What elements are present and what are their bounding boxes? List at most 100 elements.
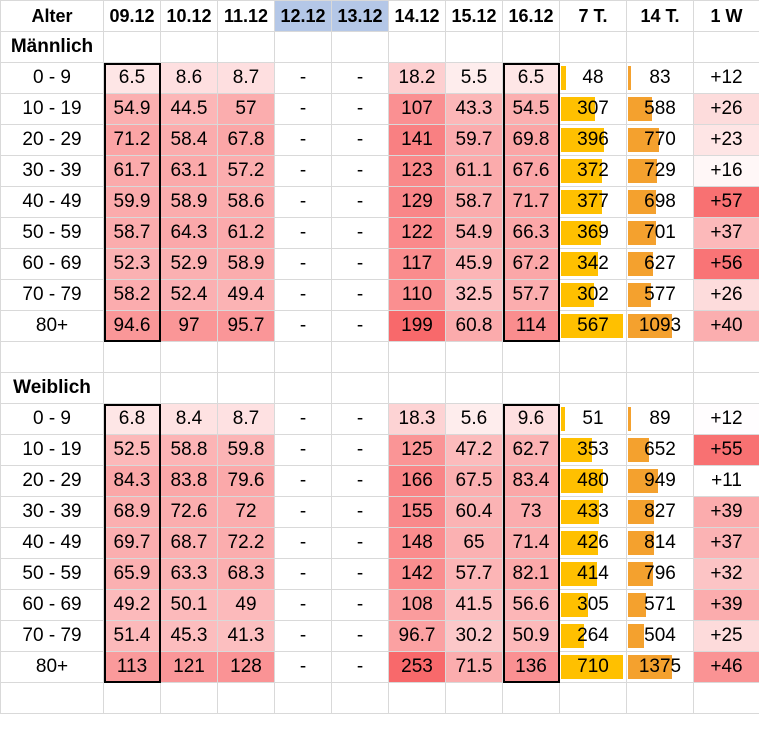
- value-cell[interactable]: 68.9: [103, 496, 161, 528]
- age-group-cell[interactable]: 50 - 59: [0, 558, 104, 590]
- value-cell[interactable]: 67.5: [445, 465, 503, 497]
- value-cell[interactable]: 571: [626, 589, 694, 621]
- value-cell[interactable]: 83.8: [160, 465, 218, 497]
- age-group-cell[interactable]: 50 - 59: [0, 217, 104, 249]
- value-cell[interactable]: 69.8: [502, 124, 560, 156]
- value-cell[interactable]: +25: [693, 620, 759, 652]
- value-cell[interactable]: 83: [626, 62, 694, 94]
- value-cell[interactable]: 51.4: [103, 620, 161, 652]
- value-cell[interactable]: 41.5: [445, 589, 503, 621]
- empty-cell[interactable]: [103, 682, 161, 714]
- empty-cell[interactable]: [693, 682, 759, 714]
- column-header[interactable]: 14 T.: [626, 0, 694, 32]
- value-cell[interactable]: 50.9: [502, 620, 560, 652]
- value-cell[interactable]: -: [274, 558, 332, 590]
- value-cell[interactable]: 426: [559, 527, 627, 559]
- empty-cell[interactable]: [160, 372, 218, 404]
- column-header[interactable]: 14.12: [388, 0, 446, 32]
- value-cell[interactable]: 95.7: [217, 310, 275, 342]
- value-cell[interactable]: 122: [388, 217, 446, 249]
- value-cell[interactable]: +37: [693, 527, 759, 559]
- value-cell[interactable]: 58.7: [103, 217, 161, 249]
- value-cell[interactable]: 414: [559, 558, 627, 590]
- value-cell[interactable]: +46: [693, 651, 759, 683]
- value-cell[interactable]: 128: [217, 651, 275, 683]
- age-group-cell[interactable]: 60 - 69: [0, 589, 104, 621]
- value-cell[interactable]: 155: [388, 496, 446, 528]
- value-cell[interactable]: 125: [388, 434, 446, 466]
- value-cell[interactable]: 67.6: [502, 155, 560, 187]
- value-cell[interactable]: -: [331, 310, 389, 342]
- empty-cell[interactable]: [559, 341, 627, 373]
- value-cell[interactable]: +39: [693, 496, 759, 528]
- value-cell[interactable]: 729: [626, 155, 694, 187]
- value-cell[interactable]: -: [274, 651, 332, 683]
- value-cell[interactable]: -: [274, 62, 332, 94]
- value-cell[interactable]: 57: [217, 93, 275, 125]
- value-cell[interactable]: +23: [693, 124, 759, 156]
- value-cell[interactable]: 30.2: [445, 620, 503, 652]
- value-cell[interactable]: 62.7: [502, 434, 560, 466]
- value-cell[interactable]: 67.2: [502, 248, 560, 280]
- value-cell[interactable]: 8.7: [217, 403, 275, 435]
- value-cell[interactable]: -: [274, 124, 332, 156]
- value-cell[interactable]: 65.9: [103, 558, 161, 590]
- value-cell[interactable]: 54.9: [103, 93, 161, 125]
- age-group-cell[interactable]: 70 - 79: [0, 620, 104, 652]
- column-header[interactable]: 1 W: [693, 0, 759, 32]
- empty-cell[interactable]: [388, 372, 446, 404]
- value-cell[interactable]: -: [274, 279, 332, 311]
- value-cell[interactable]: 45.3: [160, 620, 218, 652]
- value-cell[interactable]: 305: [559, 589, 627, 621]
- value-cell[interactable]: 264: [559, 620, 627, 652]
- value-cell[interactable]: 54.5: [502, 93, 560, 125]
- value-cell[interactable]: 52.4: [160, 279, 218, 311]
- value-cell[interactable]: 141: [388, 124, 446, 156]
- value-cell[interactable]: 58.9: [217, 248, 275, 280]
- value-cell[interactable]: 9.6: [502, 403, 560, 435]
- value-cell[interactable]: +26: [693, 93, 759, 125]
- value-cell[interactable]: -: [274, 496, 332, 528]
- value-cell[interactable]: 5.6: [445, 403, 503, 435]
- value-cell[interactable]: 121: [160, 651, 218, 683]
- value-cell[interactable]: 770: [626, 124, 694, 156]
- value-cell[interactable]: +12: [693, 403, 759, 435]
- value-cell[interactable]: 47.2: [445, 434, 503, 466]
- value-cell[interactable]: 433: [559, 496, 627, 528]
- value-cell[interactable]: 6.5: [502, 62, 560, 94]
- value-cell[interactable]: 60.8: [445, 310, 503, 342]
- empty-cell[interactable]: [388, 682, 446, 714]
- age-group-cell[interactable]: 30 - 39: [0, 496, 104, 528]
- value-cell[interactable]: 49.2: [103, 589, 161, 621]
- value-cell[interactable]: -: [331, 403, 389, 435]
- value-cell[interactable]: 97: [160, 310, 218, 342]
- value-cell[interactable]: -: [331, 186, 389, 218]
- value-cell[interactable]: -: [274, 186, 332, 218]
- value-cell[interactable]: 199: [388, 310, 446, 342]
- value-cell[interactable]: +11: [693, 465, 759, 497]
- value-cell[interactable]: 58.4: [160, 124, 218, 156]
- empty-cell[interactable]: [217, 372, 275, 404]
- value-cell[interactable]: -: [331, 589, 389, 621]
- value-cell[interactable]: 302: [559, 279, 627, 311]
- value-cell[interactable]: 44.5: [160, 93, 218, 125]
- empty-cell[interactable]: [559, 682, 627, 714]
- value-cell[interactable]: 82.1: [502, 558, 560, 590]
- value-cell[interactable]: -: [274, 248, 332, 280]
- empty-cell[interactable]: [445, 682, 503, 714]
- value-cell[interactable]: -: [274, 465, 332, 497]
- value-cell[interactable]: 627: [626, 248, 694, 280]
- value-cell[interactable]: 8.4: [160, 403, 218, 435]
- value-cell[interactable]: 84.3: [103, 465, 161, 497]
- value-cell[interactable]: 52.3: [103, 248, 161, 280]
- value-cell[interactable]: +32: [693, 558, 759, 590]
- age-group-cell[interactable]: 20 - 29: [0, 124, 104, 156]
- value-cell[interactable]: 577: [626, 279, 694, 311]
- value-cell[interactable]: 342: [559, 248, 627, 280]
- column-header[interactable]: 12.12: [274, 0, 332, 32]
- empty-cell[interactable]: [331, 682, 389, 714]
- value-cell[interactable]: 5.5: [445, 62, 503, 94]
- value-cell[interactable]: 57.2: [217, 155, 275, 187]
- column-header[interactable]: 11.12: [217, 0, 275, 32]
- value-cell[interactable]: 58.9: [160, 186, 218, 218]
